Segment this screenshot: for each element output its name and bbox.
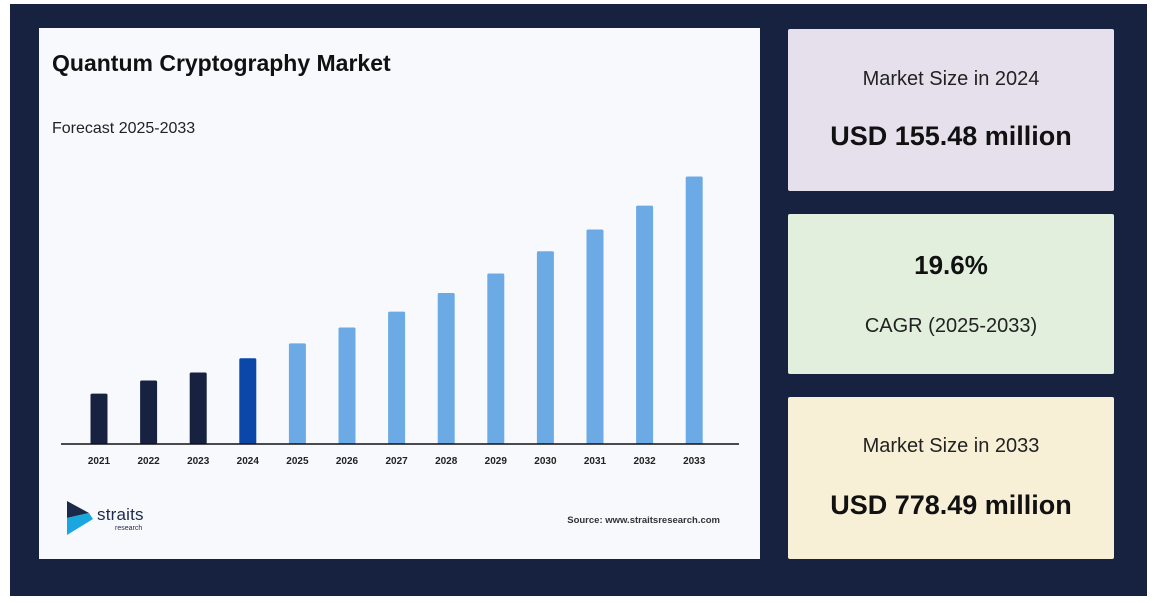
x-tick-label-2025: 2025: [286, 456, 309, 467]
bar-2023: [189, 372, 207, 444]
x-tick-label-2022: 2022: [137, 456, 160, 467]
market-size-2033-label: Market Size in 2033: [862, 435, 1040, 457]
x-tick-label-2024: 2024: [237, 456, 260, 467]
cagr-card: 19.6% CAGR (2025-2033): [788, 214, 1114, 374]
x-tick-label-2030: 2030: [534, 456, 557, 467]
brand-name: straits: [97, 505, 144, 524]
bar-2026: [338, 327, 356, 444]
market-size-2024-label: Market Size in 2024: [862, 68, 1040, 90]
x-tick-label-2028: 2028: [435, 456, 458, 467]
bar-2031: [586, 229, 604, 444]
chart-panel: Quantum Cryptography Market Forecast 202…: [39, 28, 760, 559]
x-tick-label-2029: 2029: [485, 456, 508, 467]
bar-2030: [536, 251, 554, 444]
bar-chart: 2021 2022 2023 2024 2025 2026 2027 2028 2029 2030…: [61, 176, 739, 467]
bar-2032: [636, 205, 654, 444]
x-tick-label-2033: 2033: [683, 456, 706, 467]
brand-tagline: research: [115, 525, 143, 532]
market-size-2033-card: Market Size in 2033 USD 778.49 million: [788, 397, 1114, 559]
bar-2025: [288, 343, 306, 444]
bar-2033: [685, 176, 703, 444]
bar-2027: [388, 311, 406, 444]
source-text: Source: www.straitsresearch.com: [567, 515, 720, 526]
market-size-2033-value: USD 778.49 million: [830, 490, 1072, 520]
x-tick-label-2021: 2021: [88, 456, 111, 467]
bar-2022: [140, 380, 158, 444]
chart-title: Quantum Cryptography Market: [52, 50, 391, 76]
x-tick-label-2023: 2023: [187, 456, 210, 467]
x-tick-label-2031: 2031: [584, 456, 607, 467]
x-tick-label-2026: 2026: [336, 456, 359, 467]
straits-arrow-logo-icon: [67, 501, 93, 535]
x-tick-label-2027: 2027: [385, 456, 408, 467]
market-size-2024-value: USD 155.48 million: [830, 121, 1072, 151]
bar-2024: [239, 358, 257, 444]
straits-logo: straits research: [67, 501, 177, 541]
bar-2021: [90, 393, 108, 444]
bar-2028: [437, 293, 455, 444]
x-tick-label-2032: 2032: [633, 456, 656, 467]
cagr-label: CAGR (2025-2033): [864, 315, 1038, 337]
cagr-value: 19.6%: [914, 250, 988, 280]
bar-2029: [487, 273, 505, 444]
chart-subtitle: Forecast 2025-2033: [52, 120, 196, 137]
market-size-2024-card: Market Size in 2024 USD 155.48 million: [788, 29, 1114, 191]
